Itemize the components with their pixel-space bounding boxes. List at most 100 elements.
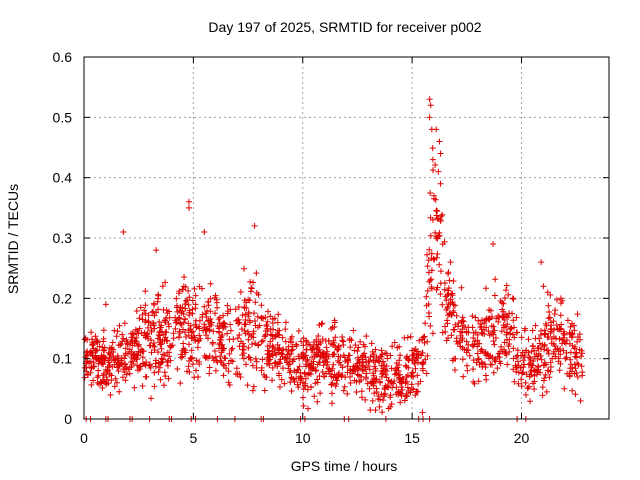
data-point: [527, 398, 534, 405]
data-point: [295, 384, 302, 391]
data-point: [187, 326, 194, 333]
data-point: [107, 392, 114, 399]
data-point: [514, 329, 521, 336]
data-point: [336, 369, 343, 376]
y-axis-title: SRMTID / TECUs: [5, 184, 21, 294]
data-point: [422, 356, 429, 363]
data-point: [237, 338, 244, 345]
data-point: [385, 384, 392, 391]
data-point: [448, 332, 455, 339]
data-point: [201, 303, 208, 310]
data-point: [518, 383, 525, 390]
data-point: [201, 321, 208, 328]
data-point: [150, 308, 157, 315]
data-point: [514, 347, 521, 354]
data-point: [509, 310, 516, 317]
data-point: [552, 353, 559, 360]
data-point: [216, 329, 223, 336]
data-point: [251, 222, 258, 229]
data-point: [226, 382, 233, 389]
data-point: [337, 362, 344, 369]
data-point: [322, 354, 329, 361]
data-point: [258, 338, 265, 345]
data-point: [297, 379, 304, 386]
data-point: [237, 289, 244, 296]
y-tick-label: 0.3: [53, 230, 73, 246]
data-point: [478, 329, 485, 336]
data-point: [541, 346, 548, 353]
data-point: [258, 367, 265, 374]
data-point: [501, 346, 508, 353]
y-tick-label: 0.4: [53, 170, 73, 186]
data-point: [234, 335, 241, 342]
data-point: [275, 311, 282, 318]
data-point: [417, 378, 424, 385]
data-point: [183, 368, 190, 375]
data-point: [507, 326, 514, 333]
data-point: [576, 331, 583, 338]
data-point: [144, 330, 151, 337]
x-tick-label: 10: [295, 430, 311, 446]
data-point: [81, 374, 88, 381]
data-point: [510, 324, 517, 331]
data-point: [165, 375, 172, 382]
data-point: [384, 355, 391, 362]
data-point: [370, 382, 377, 389]
x-axis-tick-labels: 0 5 10 15 20: [80, 430, 529, 446]
data-point: [97, 356, 104, 363]
data-point: [305, 341, 312, 348]
data-point: [116, 322, 123, 329]
data-point: [289, 343, 296, 350]
data-point: [148, 327, 155, 334]
data-point: [529, 362, 536, 369]
data-point: [496, 354, 503, 361]
data-point: [395, 391, 402, 398]
data-point: [413, 388, 420, 395]
data-point: [178, 321, 185, 328]
data-point: [463, 329, 470, 336]
data-point: [319, 336, 326, 343]
data-point: [174, 308, 181, 315]
x-tick-label: 0: [80, 430, 88, 446]
data-point: [378, 347, 385, 354]
data-point: [214, 323, 221, 330]
data-point: [546, 308, 553, 315]
data-point: [401, 397, 408, 404]
data-point: [424, 287, 431, 294]
data-point: [236, 319, 243, 326]
data-point: [251, 318, 258, 325]
data-point: [182, 301, 189, 308]
data-point: [133, 308, 140, 315]
data-point: [150, 342, 157, 349]
data-point: [222, 355, 229, 362]
data-point: [372, 365, 379, 372]
data-point: [161, 382, 168, 389]
data-point: [240, 355, 247, 362]
data-point: [425, 310, 432, 317]
data-point: [389, 343, 396, 350]
data-point: [157, 336, 164, 343]
data-point: [393, 360, 400, 367]
data-point: [310, 365, 317, 372]
data-point: [403, 378, 410, 385]
data-point: [205, 335, 212, 342]
data-point: [347, 344, 354, 351]
data-point: [361, 350, 368, 357]
data-point: [545, 302, 552, 309]
data-point: [110, 349, 117, 356]
data-point: [335, 353, 342, 360]
data-point: [543, 361, 550, 368]
data-point: [410, 373, 417, 380]
data-point: [300, 402, 307, 409]
data-point: [269, 377, 276, 384]
data-point: [142, 288, 149, 295]
data-point: [574, 360, 581, 367]
data-point: [379, 351, 386, 358]
data-point: [120, 335, 127, 342]
data-point: [459, 356, 466, 363]
data-point: [282, 355, 289, 362]
data-point: [340, 387, 347, 394]
data-point: [400, 375, 407, 382]
data-point: [515, 369, 522, 376]
data-point: [131, 384, 138, 391]
